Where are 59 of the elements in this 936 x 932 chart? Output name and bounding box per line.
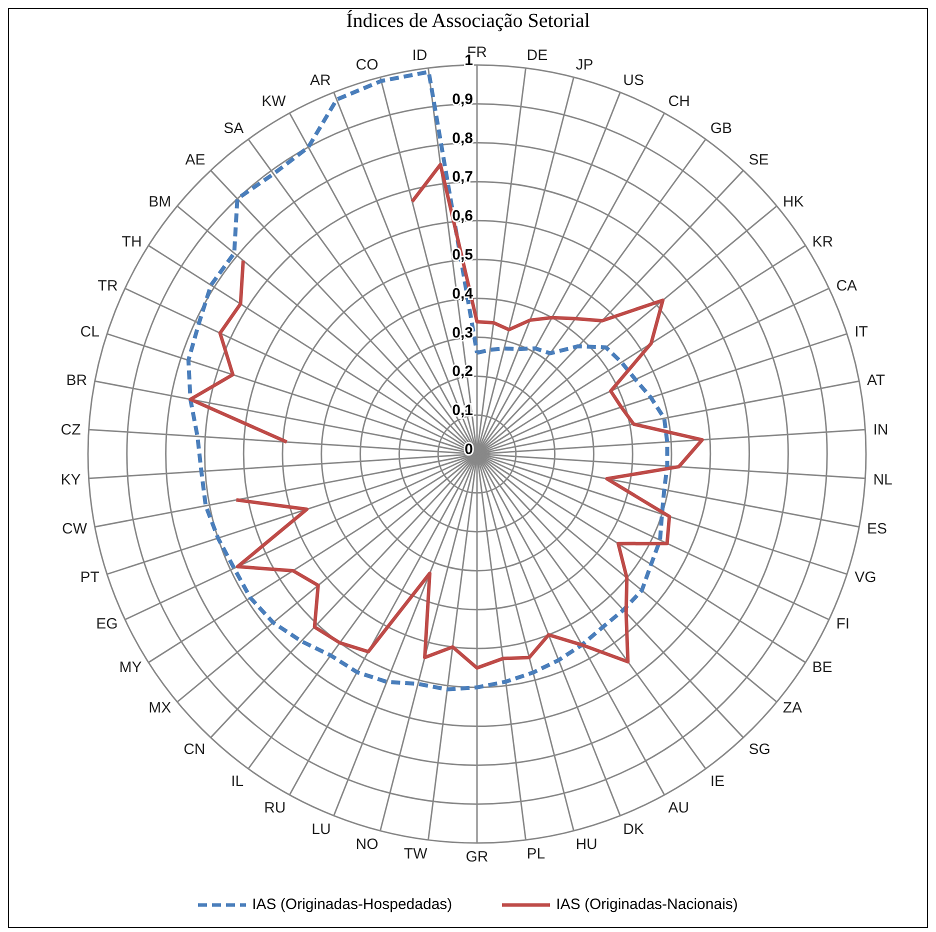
- spoke-label: KW: [262, 93, 287, 110]
- spoke-label: VG: [854, 569, 876, 586]
- spoke-label: IT: [854, 324, 868, 341]
- spoke-label: BM: [148, 193, 172, 210]
- spoke-label: ID: [412, 47, 428, 64]
- spoke-label: TW: [404, 846, 428, 863]
- spoke-label: GR: [466, 848, 488, 866]
- legend-label: IAS (Originadas-Hospedadas): [252, 896, 452, 913]
- y-tick-label: 0,3: [452, 324, 473, 342]
- spoke-label: SE: [748, 152, 769, 169]
- spoke-label: IN: [873, 421, 888, 438]
- legend-label: IAS (Originadas-Nacionais): [556, 896, 738, 913]
- y-tick-label: 0,8: [452, 130, 473, 147]
- y-tick-label: 0: [464, 441, 473, 458]
- spoke-label: BE: [812, 659, 832, 676]
- spoke-label: CN: [184, 741, 206, 758]
- y-tick-label: 0,9: [452, 90, 473, 108]
- spoke-label: AR: [310, 72, 332, 89]
- spoke-label: ES: [866, 520, 887, 538]
- spoke-label: AE: [185, 152, 206, 169]
- y-tick-label: 0,2: [452, 363, 473, 380]
- spoke-label: LU: [312, 820, 331, 838]
- spoke-label: NL: [873, 471, 892, 488]
- spoke-label: JP: [576, 56, 594, 74]
- spoke-label: MX: [148, 699, 172, 716]
- spoke-label: IE: [710, 772, 725, 790]
- spoke-label: PT: [80, 569, 100, 586]
- spoke-label: CW: [62, 520, 88, 538]
- spoke-label: HK: [782, 193, 804, 210]
- chart-title: Índices de Associação Setorial: [345, 10, 591, 33]
- spoke-label: RU: [264, 800, 286, 817]
- spoke-label: CH: [668, 93, 690, 110]
- spoke-label: ZA: [782, 699, 802, 716]
- spoke-label: AU: [668, 800, 690, 817]
- spoke-label: CO: [356, 56, 378, 74]
- spoke-label: FI: [836, 615, 850, 632]
- spoke-label: PL: [526, 846, 546, 863]
- y-tick-label: 0,7: [452, 168, 473, 186]
- spoke-label: AT: [866, 372, 886, 389]
- spoke-label: CZ: [60, 421, 81, 438]
- spoke-label: US: [623, 72, 644, 89]
- spoke-label: DE: [526, 47, 548, 64]
- spoke-label: KY: [60, 471, 81, 488]
- y-tick-label: 0,1: [452, 402, 473, 420]
- spoke-label: BR: [66, 372, 88, 389]
- spoke-label: GB: [710, 120, 732, 137]
- spoke-label: CL: [80, 324, 100, 341]
- spoke-label: DK: [623, 820, 644, 838]
- spoke-label: CA: [836, 277, 858, 294]
- spoke-label: EG: [96, 615, 118, 632]
- spoke-label: NO: [356, 836, 378, 854]
- spoke-label: HU: [576, 836, 598, 854]
- spoke-label: TH: [122, 234, 142, 251]
- spoke-label: IL: [231, 772, 244, 790]
- spoke-label: TR: [98, 277, 118, 294]
- spoke-label: MY: [119, 659, 142, 676]
- spoke-label: SA: [224, 120, 244, 137]
- spoke-label: KR: [812, 234, 834, 251]
- spoke-label: SG: [748, 741, 770, 758]
